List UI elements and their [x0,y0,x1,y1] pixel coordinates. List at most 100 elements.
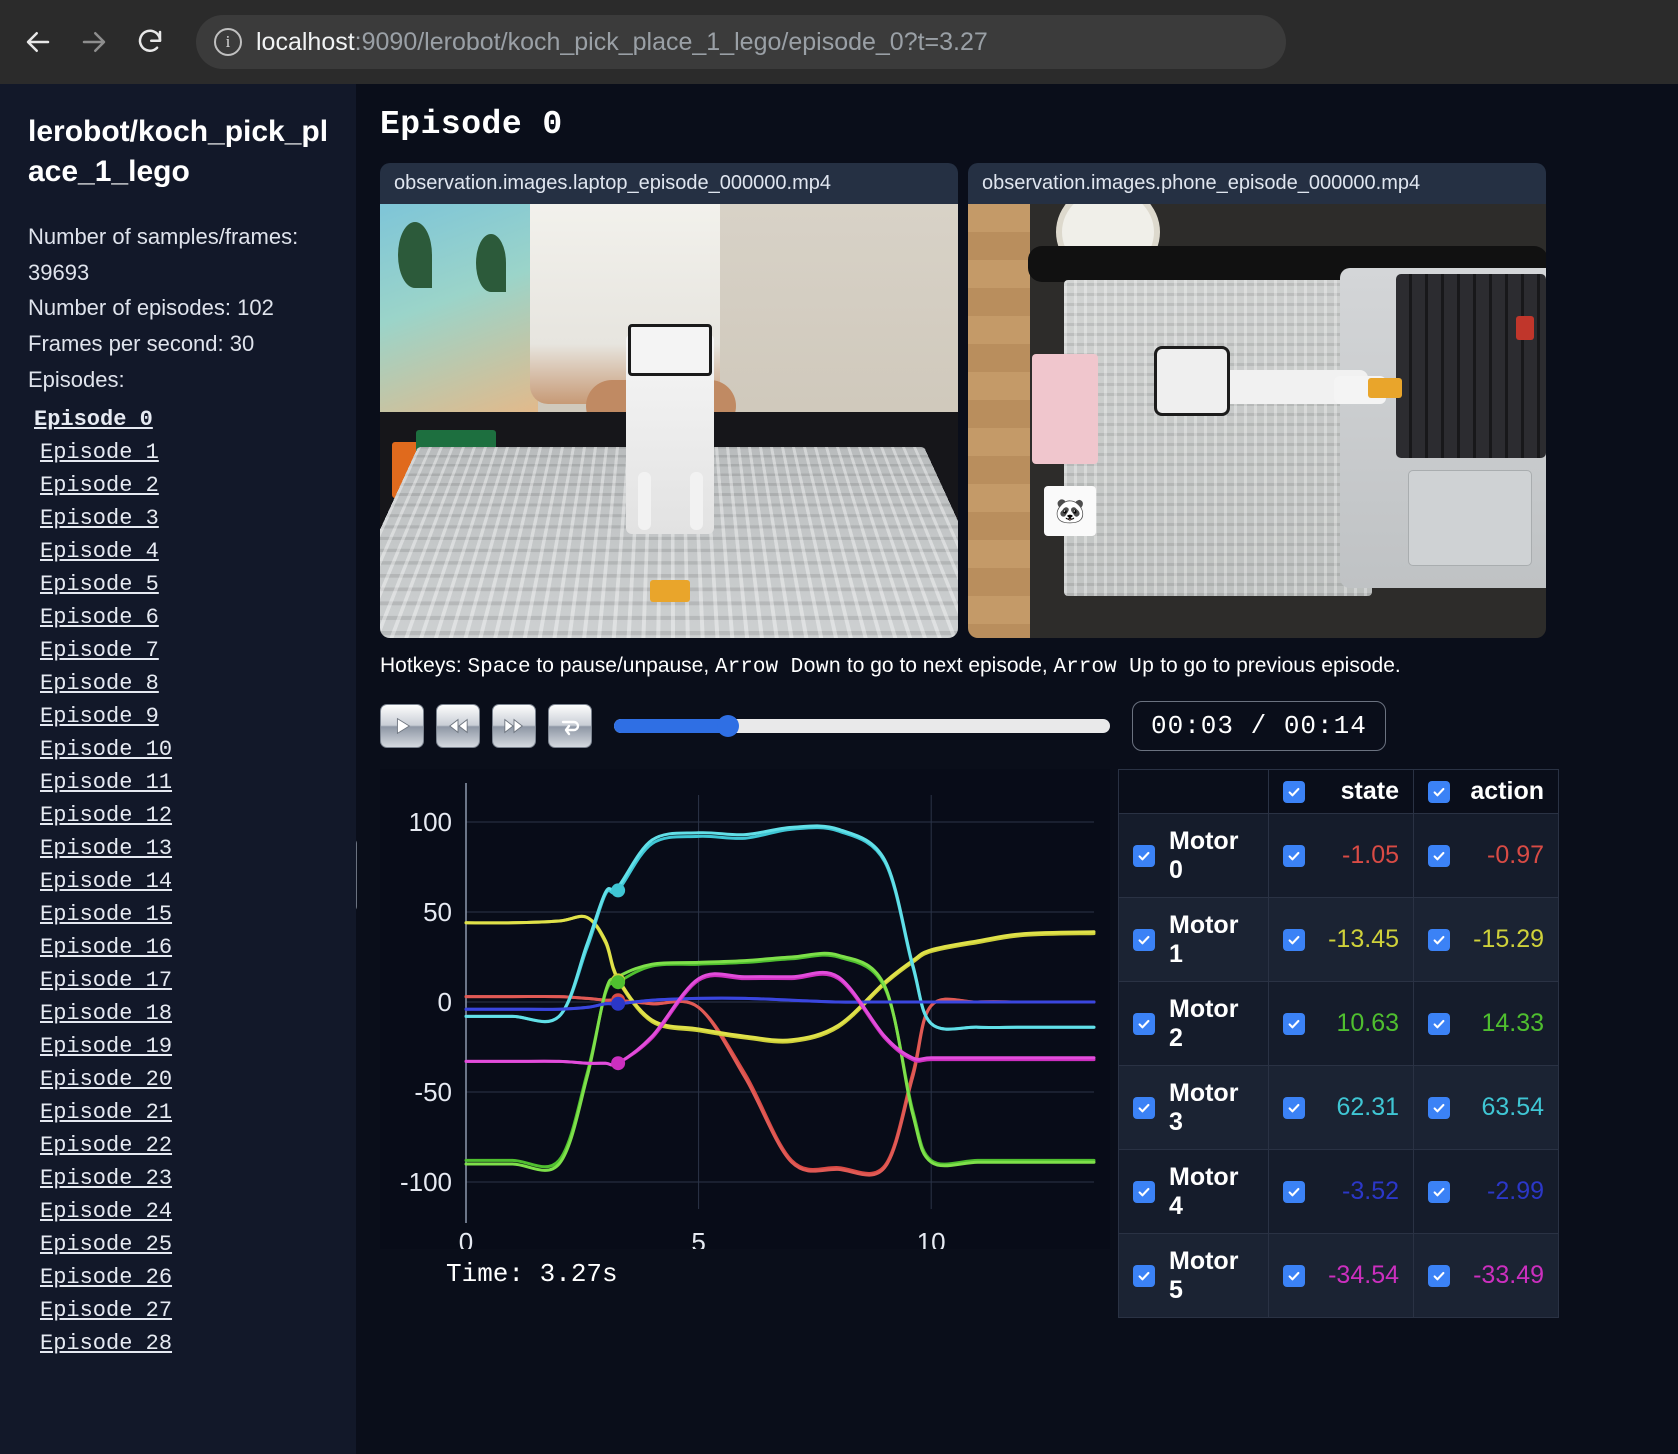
motor-4-state-checkbox[interactable] [1283,1180,1305,1203]
sidebar-item-episode-10[interactable]: Episode 10 [40,737,173,763]
sidebar-item-episode-21[interactable]: Episode 21 [40,1100,173,1126]
sidebar-item-episode-28[interactable]: Episode 28 [40,1331,173,1357]
seek-thumb[interactable] [717,715,740,737]
motor-0-checkbox[interactable] [1133,844,1155,867]
page-title: Episode 0 [380,106,563,143]
sidebar-item-episode-23[interactable]: Episode 23 [40,1166,173,1192]
chart-canvas: -100 -50 0 50 100 0 5 10 [380,769,1110,1249]
video-label-phone: observation.images.phone_episode_000000.… [968,163,1546,204]
checkmark-icon [1138,1187,1150,1196]
sidebar-resize-handle[interactable] [356,839,357,911]
meta-fps: Frames per second: 30 [28,331,255,357]
motor-4-checkbox[interactable] [1133,1180,1155,1203]
forward-button[interactable] [70,18,118,66]
cell-state: 62.31 [1268,1065,1414,1150]
sidebar-item-episode-3[interactable]: Episode 3 [40,506,159,532]
motor-5-state-checkbox[interactable] [1283,1264,1305,1287]
video-player-phone[interactable]: 🐼 [968,204,1546,638]
sidebar-item-episode-15[interactable]: Episode 15 [40,902,173,928]
sidebar-item-episode-24[interactable]: Episode 24 [40,1199,173,1225]
sidebar-item-episode-6[interactable]: Episode 6 [40,605,159,631]
motor-3-checkbox[interactable] [1133,1096,1155,1119]
table-body: Motor 0 -1.05 -0.97 Motor 1 -13.45 -15.29 Moto… [1118,813,1559,1318]
rewind-button[interactable] [436,704,480,748]
sidebar-item-episode-9[interactable]: Episode 9 [40,704,159,730]
motor-0-state-checkbox[interactable] [1283,844,1305,867]
sidebar-item-episode-4[interactable]: Episode 4 [40,539,159,565]
panda-sticker-icon-2: 🐼 [1044,486,1096,536]
sidebar-item-episode-14[interactable]: Episode 14 [40,869,173,895]
sidebar-item-episode-7[interactable]: Episode 7 [40,638,159,664]
sidebar-item-episode-5[interactable]: Episode 5 [40,572,159,598]
play-button[interactable] [380,704,424,748]
sidebar-item-episode-19[interactable]: Episode 19 [40,1034,173,1060]
seek-slider[interactable] [614,715,1110,737]
motor-2-action-checkbox[interactable] [1428,1012,1450,1035]
motor-1-label: Motor 1 [1169,910,1239,968]
sidebar-item-episode-26[interactable]: Episode 26 [40,1265,173,1291]
checkmark-icon [1138,935,1150,944]
hotkeys-prefix: Hotkeys: [380,654,468,677]
hotkey-arrow-up: Arrow Up [1053,656,1155,679]
motor-5-checkbox[interactable] [1133,1264,1155,1287]
motor-3-state-checkbox[interactable] [1283,1096,1305,1119]
table-row: Motor 4 -3.52 -2.99 [1118,1149,1559,1234]
video-grid: observation.images.laptop_episode_000000… [380,163,1678,638]
loop-button[interactable] [548,704,592,748]
cell-action: 63.54 [1413,1065,1559,1150]
checkmark-icon [1288,1019,1300,1028]
motor-0-action-checkbox[interactable] [1428,844,1450,867]
current-time-label: Time: 3.27s [446,1259,618,1289]
hotkey-space: Space [467,656,531,679]
motor-1-state-checkbox[interactable] [1283,928,1305,951]
motor-2-state-checkbox[interactable] [1283,1012,1305,1035]
video-player-laptop[interactable]: 🐼 🙂 [380,204,958,638]
video-card-laptop: observation.images.laptop_episode_000000… [380,163,958,638]
motor-2-action-value: 14.33 [1481,1009,1544,1037]
svg-text:-100: -100 [400,1167,452,1197]
arrow-right-icon [82,32,106,52]
svg-text:5: 5 [691,1227,705,1249]
motor-1-action-checkbox[interactable] [1428,928,1450,951]
sidebar-item-episode-25[interactable]: Episode 25 [40,1232,173,1258]
table-header-row: state action [1118,769,1559,814]
motor-1-checkbox[interactable] [1133,928,1155,951]
sidebar-item-episode-20[interactable]: Episode 20 [40,1067,173,1093]
fast-forward-button[interactable] [492,704,536,748]
cell-motor-name: Motor 2 [1118,981,1269,1066]
sidebar-item-episode-0[interactable]: Episode 0 [34,407,153,433]
motor-2-checkbox[interactable] [1133,1012,1155,1035]
motor-3-action-checkbox[interactable] [1428,1096,1450,1119]
sidebar-item-episode-27[interactable]: Episode 27 [40,1298,173,1324]
motor-5-action-checkbox[interactable] [1428,1264,1450,1287]
address-bar[interactable]: i localhost:9090/lerobot/koch_pick_place… [196,15,1286,69]
sidebar-item-episode-12[interactable]: Episode 12 [40,803,173,829]
hotkeys-text-2: to go to next episode, [841,654,1054,677]
action-column-checkbox[interactable] [1428,780,1450,803]
cell-state: -1.05 [1268,813,1414,898]
checkmark-icon [1433,935,1445,944]
sidebar-item-episode-16[interactable]: Episode 16 [40,935,173,961]
hotkeys-hint: Hotkeys: Space to pause/unpause, Arrow D… [380,654,1678,679]
reload-button[interactable] [126,18,174,66]
site-info-icon[interactable]: i [214,28,242,56]
motor-4-action-checkbox[interactable] [1428,1180,1450,1203]
sidebar-item-episode-17[interactable]: Episode 17 [40,968,173,994]
sidebar-item-episode-18[interactable]: Episode 18 [40,1001,173,1027]
timeseries-chart[interactable]: -100 -50 0 50 100 0 5 10 Time: 3.27s [380,769,1110,1309]
hotkeys-text-1: to pause/unpause, [530,654,716,677]
page-body: lerobot/koch_pick_place_1_lego Number of… [0,84,1678,1454]
sidebar-item-episode-8[interactable]: Episode 8 [40,671,159,697]
sidebar-item-episode-13[interactable]: Episode 13 [40,836,173,862]
sidebar-item-episode-11[interactable]: Episode 11 [40,770,173,796]
sidebar-item-episode-1[interactable]: Episode 1 [40,440,159,466]
back-button[interactable] [14,18,62,66]
cell-action: -15.29 [1413,897,1559,982]
sidebar-item-episode-22[interactable]: Episode 22 [40,1133,173,1159]
checkmark-icon [1138,1271,1150,1280]
state-column-checkbox[interactable] [1283,780,1305,803]
hotkeys-text-3: to go to previous episode. [1154,654,1401,677]
cell-action: -2.99 [1413,1149,1559,1234]
cell-state: 10.63 [1268,981,1414,1066]
sidebar-item-episode-2[interactable]: Episode 2 [40,473,159,499]
